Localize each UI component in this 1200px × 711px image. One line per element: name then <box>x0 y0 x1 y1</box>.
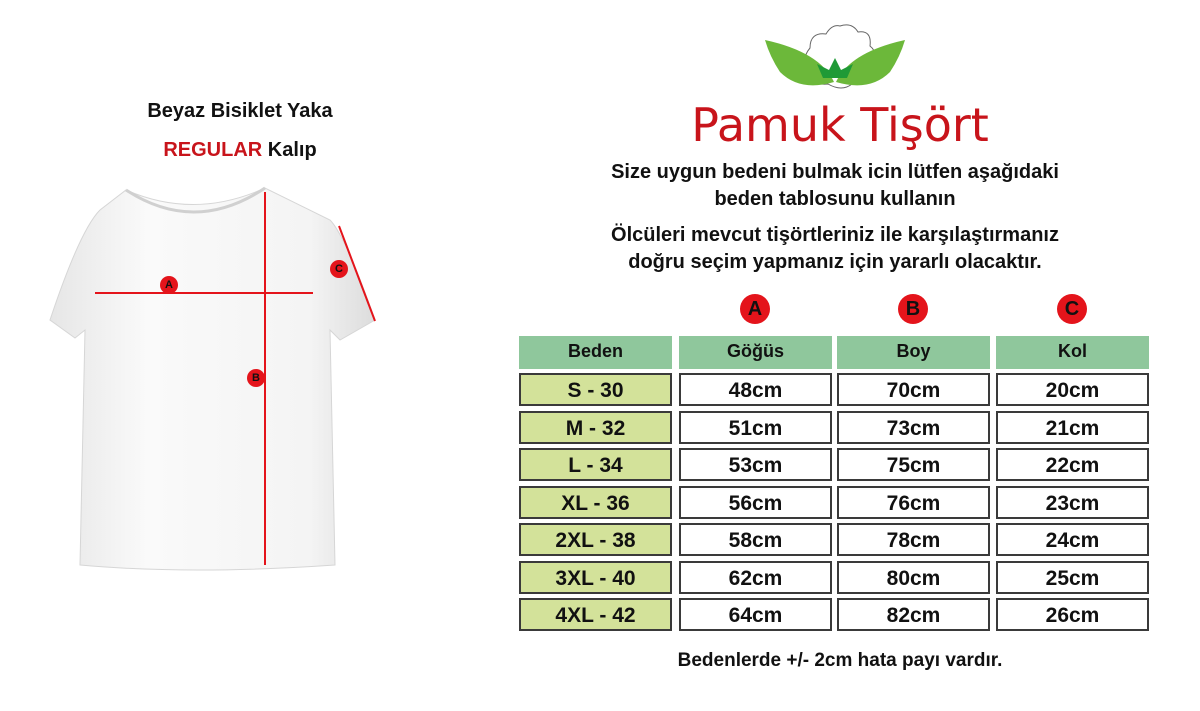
column-marker-a: A <box>740 294 770 324</box>
intro-line-1: Size uygun bedeni bulmak icin lütfen aşa… <box>611 161 1059 183</box>
intro-line-4: doğru seçim yapmanız için yararlı olacak… <box>628 251 1042 273</box>
measurement-cell: 26cm <box>996 598 1149 631</box>
column-marker-c: C <box>1057 294 1087 324</box>
measurement-cell: 76cm <box>837 485 990 519</box>
product-title: Beyaz Bisiklet Yaka <box>147 100 333 122</box>
measurement-cell: 22cm <box>996 448 1149 481</box>
measurement-cell: 70cm <box>837 373 990 406</box>
measurement-cell: 23cm <box>996 485 1149 519</box>
table-header: Beden <box>519 336 672 369</box>
table-header: Göğüs <box>679 336 832 369</box>
size-cell: XL - 36 <box>519 485 672 519</box>
fit-highlight: REGULAR <box>163 139 263 161</box>
measurement-cell: 62cm <box>679 560 832 594</box>
intro-line-2: beden tablosunu kullanın <box>714 188 956 210</box>
measurement-cell: 51cm <box>679 410 832 444</box>
brand-name: Pamuk Tişört <box>691 98 989 152</box>
measurement-cell: 24cm <box>996 523 1149 556</box>
brand-logo-icon <box>765 24 905 89</box>
sleeve-line <box>338 225 376 322</box>
measurement-cell: 56cm <box>679 485 832 519</box>
fit-label: REGULAR Kalıp <box>40 139 440 162</box>
measurement-cell: 80cm <box>837 560 990 594</box>
tolerance-note: Bedenlerde +/- 2cm hata payı vardır. <box>677 650 1003 671</box>
measurement-cell: 21cm <box>996 410 1149 444</box>
size-cell: M - 32 <box>519 410 672 444</box>
measurement-cell: 73cm <box>837 410 990 444</box>
marker-a: A <box>160 276 178 294</box>
size-cell: 4XL - 42 <box>519 598 672 631</box>
tshirt-illustration <box>49 186 376 571</box>
size-cell: 2XL - 38 <box>519 523 672 556</box>
measurement-cell: 82cm <box>837 598 990 631</box>
intro-line-3: Ölcüleri mevcut tişörtleriniz ile karşıl… <box>611 224 1059 246</box>
measurement-cell: 58cm <box>679 523 832 556</box>
size-cell: L - 34 <box>519 448 672 481</box>
measurement-cell: 64cm <box>679 598 832 631</box>
marker-b: B <box>247 369 265 387</box>
marker-c: C <box>330 260 348 278</box>
table-header: Kol <box>996 336 1149 369</box>
column-marker-b: B <box>898 294 928 324</box>
measurement-cell: 25cm <box>996 560 1149 594</box>
fit-rest: Kalıp <box>267 139 317 161</box>
measurement-cell: 75cm <box>837 448 990 481</box>
measurement-cell: 53cm <box>679 448 832 481</box>
measurement-cell: 48cm <box>679 373 832 406</box>
measurement-cell: 78cm <box>837 523 990 556</box>
size-cell: 3XL - 40 <box>519 560 672 594</box>
measurement-cell: 20cm <box>996 373 1149 406</box>
size-cell: S - 30 <box>519 373 672 406</box>
table-header: Boy <box>837 336 990 369</box>
